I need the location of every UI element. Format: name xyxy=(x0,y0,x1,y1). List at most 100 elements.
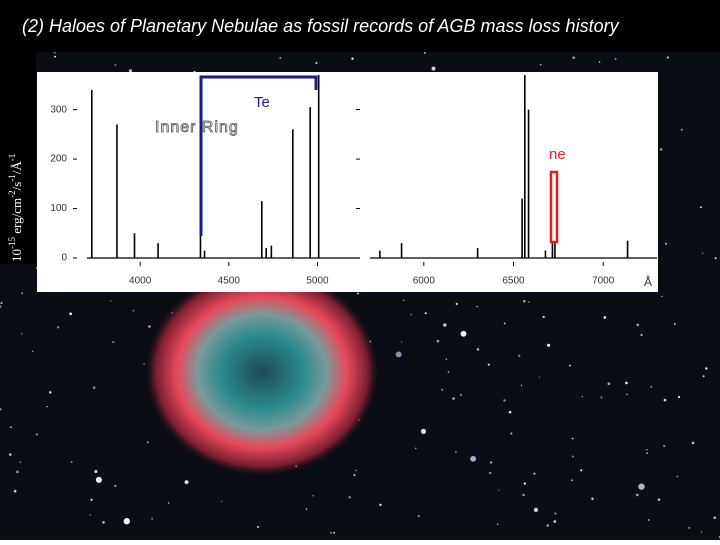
star xyxy=(702,375,705,378)
star xyxy=(646,452,648,454)
star xyxy=(452,397,455,400)
star xyxy=(636,323,640,327)
star xyxy=(539,63,542,66)
star xyxy=(460,330,467,337)
y-label-superscript: -1 xyxy=(7,154,17,162)
x-axis-label: Å xyxy=(644,274,652,289)
star xyxy=(0,302,3,305)
star xyxy=(598,61,601,63)
annotation: ne xyxy=(549,146,566,163)
star xyxy=(128,69,133,73)
y-label-text: /Å xyxy=(9,161,24,175)
star xyxy=(571,437,574,440)
star xyxy=(54,55,57,58)
star xyxy=(664,242,668,245)
nebula xyxy=(144,267,380,477)
star xyxy=(312,495,314,497)
star xyxy=(488,471,492,475)
star xyxy=(146,441,149,444)
star xyxy=(700,206,702,208)
star xyxy=(447,371,450,373)
x-tick-label: 6500 xyxy=(502,276,525,287)
star xyxy=(607,382,611,386)
star xyxy=(591,497,594,500)
star xyxy=(580,469,583,472)
star xyxy=(714,257,717,260)
star xyxy=(625,381,628,385)
star xyxy=(522,493,525,497)
y-label-superscript: -15 xyxy=(7,237,17,249)
star xyxy=(9,453,12,456)
y-label-superscript: -2 xyxy=(7,190,17,198)
te-bracket xyxy=(199,75,318,236)
star xyxy=(400,341,403,343)
star xyxy=(353,473,356,477)
star xyxy=(441,388,444,391)
star xyxy=(351,57,354,60)
y-tick-label: 300 xyxy=(50,104,67,115)
star xyxy=(395,351,402,358)
star xyxy=(455,302,458,306)
star xyxy=(489,461,493,464)
star xyxy=(110,300,112,302)
star xyxy=(417,514,420,518)
star xyxy=(114,484,117,488)
annotation: Te xyxy=(254,94,270,111)
star xyxy=(379,503,382,507)
star xyxy=(571,479,574,482)
slide-title: (2) Haloes of Planetary Nebulae as fossi… xyxy=(22,16,620,36)
star xyxy=(553,520,557,523)
star xyxy=(476,305,478,308)
star xyxy=(35,433,38,436)
star xyxy=(497,523,499,525)
star xyxy=(646,449,648,451)
star xyxy=(348,496,351,499)
star xyxy=(638,483,645,490)
star xyxy=(554,512,557,515)
star xyxy=(626,393,628,396)
plot-area xyxy=(37,72,658,292)
star xyxy=(600,396,603,399)
star xyxy=(21,333,23,335)
star xyxy=(148,325,151,328)
star xyxy=(691,441,695,445)
star xyxy=(680,128,683,131)
star xyxy=(355,469,357,472)
star xyxy=(688,526,691,529)
star xyxy=(70,461,73,464)
star xyxy=(581,395,583,398)
star xyxy=(92,386,96,390)
x-tick-label: 7000 xyxy=(592,276,615,287)
star xyxy=(9,426,12,429)
star xyxy=(94,469,98,474)
star xyxy=(523,482,526,485)
x-tick-label: 4000 xyxy=(129,276,152,287)
star xyxy=(415,447,417,449)
star xyxy=(533,507,539,512)
star xyxy=(571,455,574,458)
star xyxy=(459,393,462,396)
title-bar xyxy=(0,0,720,52)
star xyxy=(636,493,639,497)
y-label-text: erg/cm xyxy=(9,198,24,237)
star xyxy=(95,476,102,483)
star xyxy=(184,480,189,485)
star xyxy=(657,498,661,501)
label-strip xyxy=(0,52,36,264)
star xyxy=(677,395,681,399)
x-tick-label: 6000 xyxy=(413,276,436,287)
star xyxy=(522,300,526,303)
star xyxy=(701,252,704,254)
star xyxy=(410,313,413,316)
star xyxy=(21,292,24,295)
star xyxy=(151,517,154,520)
star xyxy=(470,455,477,462)
star xyxy=(49,391,52,394)
star xyxy=(533,472,536,475)
star xyxy=(542,315,545,319)
star xyxy=(420,428,427,434)
y-label-text: /s xyxy=(9,182,24,191)
star xyxy=(659,148,663,151)
star xyxy=(16,470,19,474)
